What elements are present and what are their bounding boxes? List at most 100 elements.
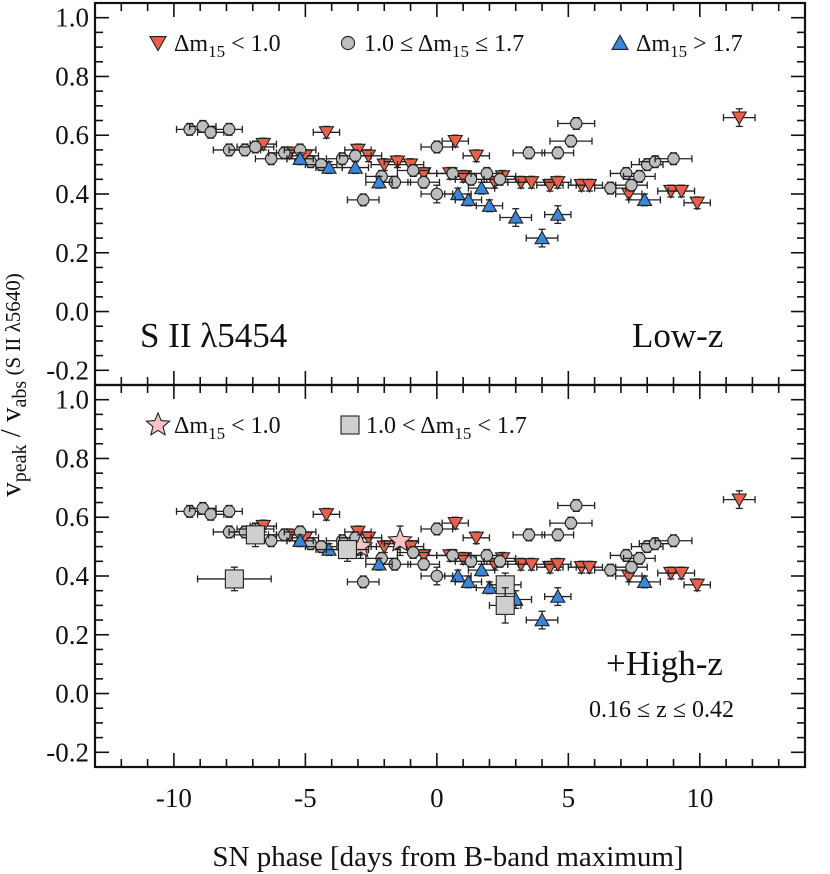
y-tick-label: 0.0 (55, 297, 89, 327)
legend-label: 1.0 < Δm15 < 1.7 (366, 413, 527, 443)
data-point (196, 507, 225, 521)
legend-label-sub: 15 (454, 424, 471, 443)
marker-tri-up (321, 159, 337, 174)
marker-tri-down (673, 184, 690, 199)
data-point (683, 196, 711, 211)
y-tick-label: 0.4 (55, 561, 89, 591)
legend-item: 1.0 ≤ Δm15 ≤ 1.7 (340, 31, 524, 61)
marker-circle (417, 175, 430, 189)
data-point (441, 516, 470, 531)
y-tick-label: 0.0 (55, 679, 89, 709)
y-axis-title-sub1: peak (9, 445, 31, 483)
data-point (441, 134, 470, 149)
legend-label-main: Δm (174, 31, 208, 57)
marker-circle (619, 167, 633, 180)
marker-circle (551, 146, 565, 160)
legend-item: Δm15 < 1.0 (145, 411, 281, 443)
x-tick-label: -5 (294, 783, 317, 813)
data-point (525, 228, 559, 248)
legend-label: 1.0 ≤ Δm15 ≤ 1.7 (364, 31, 524, 61)
marker-tri-up (549, 206, 566, 221)
x-tick-labels: -10 -5 0 5 10 (156, 783, 713, 813)
data-point (420, 522, 454, 536)
data-point (609, 166, 643, 180)
data-point (544, 205, 572, 225)
legend-label-main: 1.0 ≤ Δm (364, 31, 452, 57)
marker-square (245, 525, 265, 545)
marker-circle (667, 152, 680, 166)
data-point (215, 122, 243, 136)
legend-marker-tri-down (149, 36, 167, 52)
marker-tri-up (473, 180, 490, 195)
data-point (615, 178, 648, 192)
marker-circle (633, 552, 646, 565)
data-point (467, 562, 496, 577)
marker-circle (406, 546, 420, 559)
data-point (654, 534, 693, 548)
marker-circle (222, 123, 236, 136)
data-point (541, 146, 575, 160)
marker-tri-down (731, 111, 748, 126)
data-point (722, 490, 756, 510)
marker-circle (304, 537, 317, 550)
data-point (549, 134, 593, 148)
marker-square (495, 595, 515, 615)
marker-tri-up (347, 159, 364, 174)
x-tick-label: 10 (686, 783, 713, 813)
y-tick-label: 0.8 (55, 443, 89, 473)
marker-tri-down (447, 516, 464, 531)
data-point (341, 159, 370, 175)
legend-label: Δm15 < 1.0 (174, 31, 281, 61)
marker-tri-down (468, 149, 485, 164)
marker-tri-up (534, 230, 550, 245)
marker-circle (356, 193, 370, 207)
x-ticks (94, 385, 806, 767)
marker-circle (522, 146, 536, 160)
series-tri-up (286, 150, 662, 248)
data-point (233, 522, 278, 548)
marker-tri-up (371, 174, 387, 189)
marker-tri-up (371, 556, 387, 571)
data-point (396, 163, 430, 178)
legend-label-sub: 15 (670, 42, 687, 61)
y-axis-title-sep: / v (0, 407, 27, 445)
marker-star (387, 527, 413, 552)
data-point (544, 587, 572, 607)
data-point (628, 192, 662, 207)
data-point (654, 152, 693, 166)
data-point (396, 545, 430, 560)
marker-circle (356, 575, 370, 589)
marker-circle (625, 560, 638, 574)
legend-label-main: 1.0 < Δm (366, 413, 455, 439)
data-point (622, 169, 656, 183)
data-point (365, 556, 393, 571)
marker-circle (238, 143, 252, 157)
marker-circle (264, 534, 278, 548)
legend: Δm15 < 1.0 1.0 < Δm15 < 1.7 (145, 411, 527, 443)
legend-marker-star (145, 411, 171, 436)
series-circle (175, 116, 693, 207)
data-point (683, 578, 711, 593)
legend-label-tail: ≤ 1.7 (469, 31, 524, 57)
marker-circle (551, 528, 565, 542)
marker-tri-down (731, 493, 748, 508)
marker-square (224, 569, 244, 589)
data-point (380, 525, 420, 557)
data-point (312, 507, 341, 523)
data-point (549, 516, 593, 530)
marker-tri-up (292, 532, 309, 547)
data-point (407, 175, 441, 189)
data-point (483, 554, 517, 568)
marker-circle (204, 126, 217, 139)
marker-circle (430, 569, 444, 583)
data-point (722, 108, 756, 128)
data-point (593, 181, 627, 195)
marker-tri-up (292, 150, 309, 165)
data-point (544, 175, 572, 191)
marker-circle (604, 181, 617, 195)
legend-label-tail: > 1.7 (687, 31, 743, 57)
data-point (557, 116, 596, 131)
data-point (512, 528, 546, 542)
